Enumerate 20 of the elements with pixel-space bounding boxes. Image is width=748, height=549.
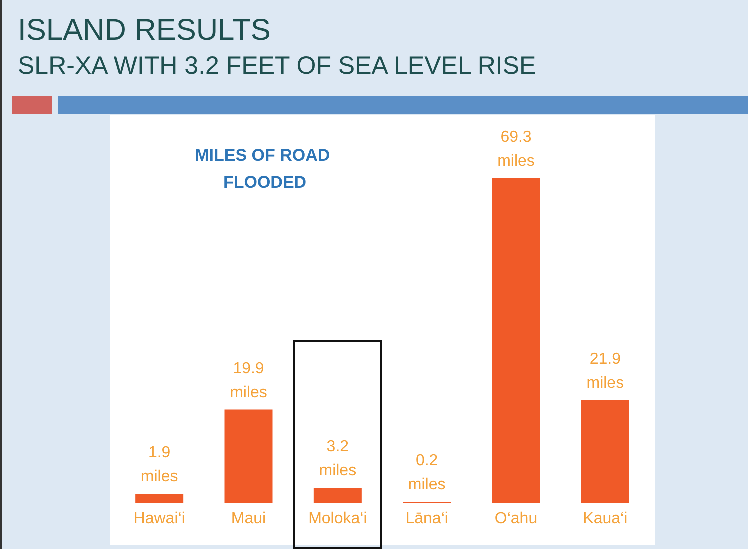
x-tick-label: O‘ahu [494,510,538,528]
chart-title: ISLAND RESULTS [18,14,271,48]
bar [314,488,362,503]
data-label: 69.3 miles [498,128,535,170]
x-tick-label: Lāna‘i [406,510,448,528]
data-label: 21.9 miles [586,350,624,392]
x-tick-label: Maui [231,510,266,528]
x-tick-label: Hawai‘i [134,510,186,528]
data-label: 0.2 miles [408,452,446,494]
bar [224,410,273,503]
annotation: MILES OF ROAD FLOODED [195,146,335,192]
data-label: 19.9 miles [230,360,268,402]
bar [492,178,540,503]
data-label: 1.9 miles [140,444,178,486]
chart-subtitle: SLR-XA WITH 3.2 FEET OF SEA LEVEL RISE [18,52,536,81]
x-tick-label: Moloka‘i [308,510,368,528]
data-label: 3.2 miles [319,438,357,480]
x-tick-label: Kaua‘i [583,510,628,528]
bar [136,494,184,503]
bar [581,400,630,503]
